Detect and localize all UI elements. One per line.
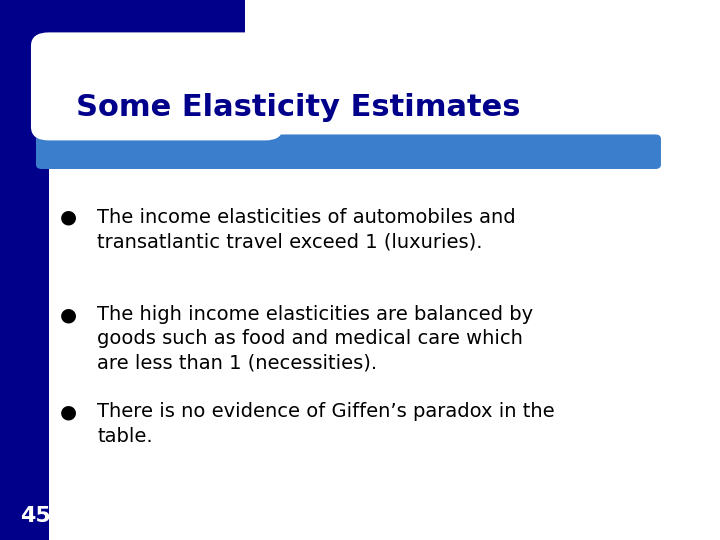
Bar [0,0,49,540]
Text: ●: ● [60,305,77,324]
Text: 45: 45 [20,507,51,526]
FancyBboxPatch shape [36,134,661,169]
Text: There is no evidence of Giffen’s paradox in the
table.: There is no evidence of Giffen’s paradox… [97,402,555,446]
Bar [0,0,245,94]
FancyBboxPatch shape [31,32,283,140]
Text: Some Elasticity Estimates: Some Elasticity Estimates [76,92,520,122]
Text: ●: ● [60,402,77,421]
Text: The income elasticities of automobiles and
transatlantic travel exceed 1 (luxuri: The income elasticities of automobiles a… [97,208,516,251]
Text: ●: ● [60,208,77,227]
Text: The high income elasticities are balanced by
goods such as food and medical care: The high income elasticities are balance… [97,305,534,373]
